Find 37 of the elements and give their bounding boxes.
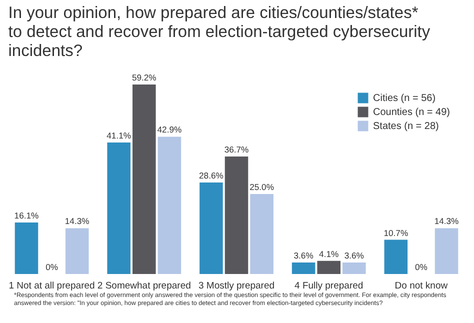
data-label: 25.0%	[250, 182, 274, 192]
bar	[384, 240, 408, 274]
data-label: 3.6%	[294, 250, 314, 260]
x-tick-label: 4 Fully prepared	[294, 280, 364, 292]
bar	[158, 136, 182, 274]
bar	[250, 194, 274, 274]
bar	[14, 222, 38, 274]
bar	[224, 156, 248, 274]
x-tick-label: 1 Not at all prepared	[8, 280, 95, 292]
bar	[342, 262, 366, 274]
bar	[292, 262, 316, 274]
data-label: 3.6%	[344, 250, 364, 260]
bar	[65, 228, 89, 274]
bar	[200, 182, 223, 274]
data-label: 28.6%	[199, 170, 224, 180]
data-label: 42.9%	[157, 124, 182, 135]
data-label: 4.1%	[319, 248, 340, 259]
bar	[317, 260, 340, 274]
x-tick-label: 3 Mostly prepared	[198, 280, 275, 292]
bar	[132, 84, 156, 274]
data-label: 0%	[415, 262, 428, 272]
data-label: 0%	[46, 262, 58, 272]
data-label: 36.7%	[224, 144, 250, 155]
bar	[107, 142, 130, 274]
bar	[434, 228, 458, 274]
legend-label: States (n = 28)	[373, 121, 439, 132]
data-label: 14.3%	[434, 216, 460, 226]
legend-label: Cities (n = 56)	[373, 93, 436, 104]
data-label: 59.2%	[132, 72, 157, 83]
data-label: 10.7%	[384, 228, 408, 238]
x-tick-label: Do not know	[394, 280, 448, 292]
data-label: 14.3%	[64, 216, 90, 226]
chart-title: In your opinion, how prepared are cities/counties/states* to detect and recover from election-targeted cybersecurity incidents?	[8, 4, 431, 60]
x-tick-label: 2 Somewhat prepared	[97, 280, 191, 292]
data-label: 16.1%	[14, 210, 40, 220]
legend-label: Counties (n = 49)	[373, 107, 450, 118]
data-label: 41.1%	[106, 130, 132, 140]
